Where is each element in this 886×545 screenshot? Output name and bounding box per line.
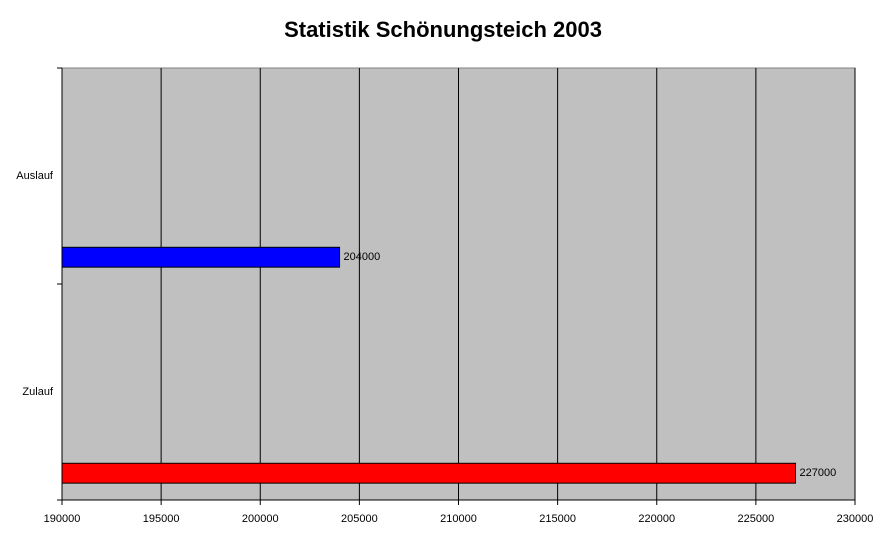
x-tick-label: 215000 xyxy=(539,513,576,525)
x-tick-label: 205000 xyxy=(341,513,378,525)
data-label: 227000 xyxy=(800,467,837,479)
x-tick-label: 230000 xyxy=(837,513,874,525)
chart-title: Statistik Schönungsteich 2003 xyxy=(284,17,602,42)
bar xyxy=(61,462,797,484)
x-tick-label: 210000 xyxy=(440,513,477,525)
x-tick-label: 190000 xyxy=(44,513,81,525)
x-tick-label: 195000 xyxy=(143,513,180,525)
x-tick-label: 225000 xyxy=(738,513,775,525)
y-tick-label: Zulauf xyxy=(22,386,54,398)
data-label: 204000 xyxy=(344,251,381,263)
x-tick-label: 200000 xyxy=(242,513,279,525)
x-tick-label: 220000 xyxy=(638,513,675,525)
bar xyxy=(61,246,341,268)
y-tick-label: Auslauf xyxy=(16,170,54,182)
